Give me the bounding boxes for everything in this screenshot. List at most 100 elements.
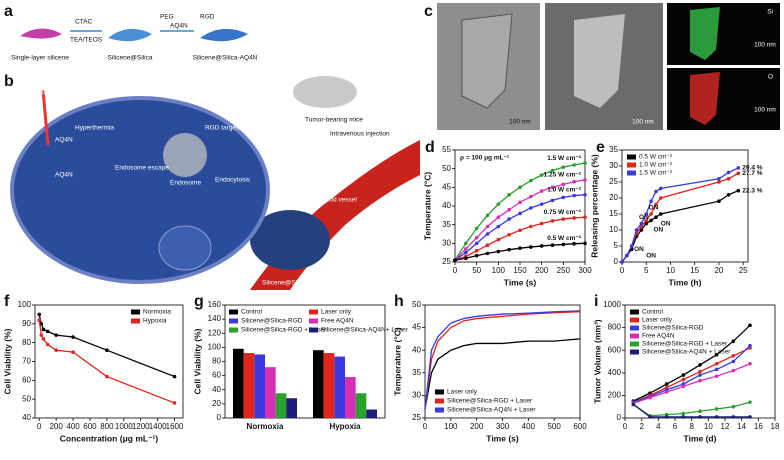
y-tick-label: 50 [442, 164, 451, 173]
bar [254, 354, 265, 418]
data-point [649, 199, 653, 203]
data-point [550, 198, 555, 203]
legend-label: Normoxia [143, 309, 171, 316]
x-tick-label: Hypoxia [329, 422, 361, 431]
data-point [583, 178, 587, 182]
legend-swatch [435, 398, 444, 404]
panel-label: h [394, 293, 404, 310]
x-tick-label: 16 [754, 422, 763, 431]
bar [286, 398, 297, 418]
x-tick-label: 1400 [149, 422, 167, 431]
sheet [690, 72, 720, 125]
annotation: Intravenous injection [330, 131, 390, 138]
y-axis-label: Temperature (°C) [392, 327, 402, 396]
bar [265, 367, 276, 418]
data-point [649, 212, 653, 216]
data-point [639, 221, 644, 226]
data-point [631, 402, 636, 407]
data-point [453, 258, 457, 262]
x-tick-label: 600 [83, 422, 97, 431]
x-tick-label: 10 [666, 266, 675, 275]
data-point [726, 193, 731, 197]
data-point [717, 177, 721, 181]
data-point [698, 369, 702, 374]
scale-bar: 100 nm [754, 42, 776, 49]
data-point [550, 185, 555, 190]
data-point [550, 219, 555, 223]
step-label: Silicene@Silica-AQ4N [193, 55, 258, 62]
legend-swatch [630, 325, 639, 331]
data-point [561, 242, 566, 247]
x-tick-label: 800 [100, 422, 114, 431]
legend-swatch [627, 154, 636, 160]
data-point [634, 228, 639, 232]
legend-label: 0.5 W cm⁻² [639, 154, 673, 161]
legend-label: Silicene@Silica-RGD [241, 318, 303, 325]
y-tick-label: 35 [442, 220, 451, 229]
data-point [539, 189, 544, 193]
annotation: AQ4N [55, 172, 73, 179]
y-tick-label: 20 [212, 399, 221, 408]
data-point [731, 354, 736, 358]
data-point [529, 178, 533, 183]
x-tick-label: 1600 [166, 422, 184, 431]
x-tick-label: 50 [472, 266, 481, 275]
legend-swatch [309, 309, 318, 315]
y-tick-label: 40 [442, 201, 451, 210]
data-point [664, 390, 669, 394]
silicene-sheet [20, 28, 62, 39]
x-tick-label: 15 [690, 266, 699, 275]
data-point [529, 206, 533, 210]
data-point [625, 253, 629, 258]
x-tick-label: 600 [573, 422, 587, 431]
data-point [714, 374, 719, 378]
y-tick-label: 200 [608, 391, 622, 400]
sheet [461, 13, 513, 109]
panel-label: c [424, 3, 433, 20]
legend-swatch [630, 349, 639, 355]
legend-label: 1.0 W cm⁻² [639, 162, 673, 169]
x-tick-label: 300 [578, 266, 592, 275]
legend-label: Free AQ4N [642, 333, 675, 340]
x-tick-label: 0 [423, 422, 428, 431]
data-point [485, 224, 490, 229]
annotation: RGD targeting [205, 125, 247, 132]
panel-b: b 1064 nm laser Tumor-bearing mice Intra… [4, 73, 420, 290]
data-point [496, 249, 501, 254]
legend-label: Control [241, 309, 263, 316]
series-line [632, 401, 751, 417]
bar [243, 353, 255, 418]
panel-label: i [594, 293, 598, 310]
data-point [714, 361, 719, 366]
annotation: ON [634, 246, 644, 253]
series-line [424, 310, 581, 410]
x-tick-label: 250 [557, 266, 571, 275]
reagent: PEG [160, 14, 174, 21]
y-tick-label: 50 [22, 394, 31, 403]
data-point [714, 352, 719, 357]
y-tick-label: 50 [412, 300, 421, 309]
data-point [698, 363, 702, 367]
legend-label: Laser only [321, 309, 352, 316]
end-label: 22.3 % [742, 187, 762, 194]
y-tick-label: 35 [412, 368, 421, 377]
data-point [654, 189, 658, 194]
data-point [681, 415, 686, 419]
data-point [464, 241, 468, 246]
data-point [518, 228, 522, 233]
data-point [518, 185, 522, 190]
x-tick-label: 5 [644, 266, 649, 275]
y-tick-label: 40 [212, 385, 221, 394]
annotation: ON [661, 220, 671, 227]
data-point [748, 323, 752, 328]
data-point [649, 218, 653, 223]
y-tick-label: 20 [609, 193, 618, 202]
x-tick-label: 1200 [132, 422, 150, 431]
y-tick-label: 600 [608, 345, 622, 354]
panel-label: f [4, 293, 10, 310]
legend-label: Laser only [447, 389, 478, 396]
data-point [507, 193, 511, 197]
x-tick-label: Normoxia [247, 422, 284, 431]
series-line [424, 338, 581, 410]
